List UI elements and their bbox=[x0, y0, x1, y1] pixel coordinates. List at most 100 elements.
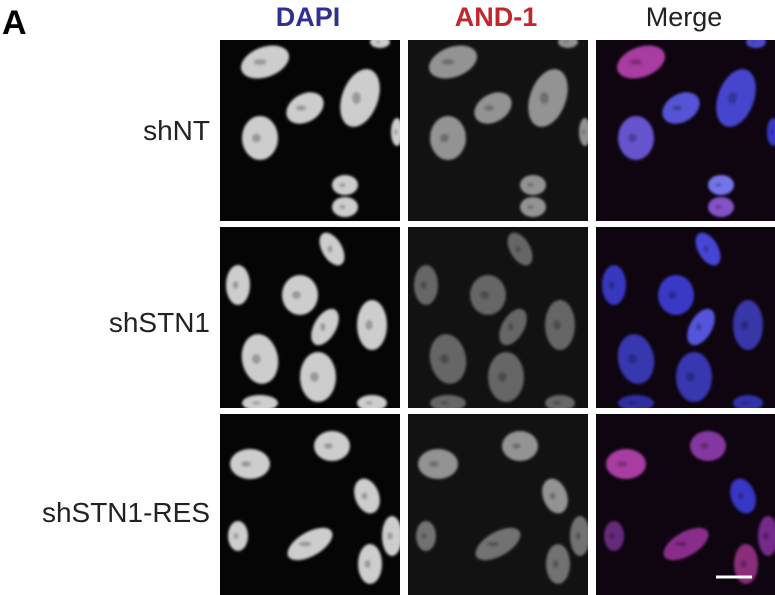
nucleolus bbox=[351, 92, 361, 104]
nucleolus bbox=[715, 183, 722, 187]
nucleolus bbox=[763, 532, 769, 540]
nucleolus bbox=[627, 401, 637, 405]
nuclei bbox=[616, 40, 775, 217]
nucleolus bbox=[439, 133, 449, 143]
nucleolus bbox=[672, 105, 682, 111]
nucleus bbox=[242, 395, 278, 408]
nucleus bbox=[746, 40, 766, 48]
nucleolus bbox=[323, 443, 333, 449]
nucleus bbox=[357, 395, 387, 408]
nucleolus bbox=[563, 40, 569, 44]
nucleolus bbox=[309, 372, 319, 382]
nucleolus bbox=[479, 291, 489, 299]
micrograph bbox=[408, 227, 588, 408]
nucleus bbox=[733, 395, 763, 408]
nucleolus bbox=[339, 205, 346, 209]
nucleus bbox=[558, 40, 578, 48]
nucleus bbox=[545, 395, 575, 408]
nuclei bbox=[228, 431, 400, 584]
nuclei bbox=[602, 232, 763, 408]
nucleolus bbox=[251, 401, 261, 405]
micrograph bbox=[408, 414, 588, 595]
micrograph bbox=[220, 414, 400, 595]
nucleolus bbox=[696, 323, 702, 331]
nucleolus bbox=[339, 183, 346, 187]
nucleolus bbox=[387, 532, 393, 540]
nucleolus bbox=[421, 533, 427, 539]
nucleolus bbox=[251, 354, 261, 364]
nucleolus bbox=[582, 129, 586, 135]
row-label: shSTN1 bbox=[109, 307, 210, 338]
nucleolus bbox=[667, 291, 677, 299]
nucleolus bbox=[553, 320, 561, 330]
nucleolus bbox=[364, 560, 371, 568]
nucleolus bbox=[740, 560, 747, 568]
micrograph bbox=[408, 40, 588, 221]
nucleolus bbox=[685, 372, 695, 382]
nucleolus bbox=[441, 59, 455, 65]
nucleolus bbox=[484, 105, 494, 111]
nucleolus bbox=[751, 40, 757, 44]
nucleolus bbox=[515, 245, 521, 253]
nucleolus bbox=[394, 129, 398, 135]
nucleolus bbox=[527, 183, 534, 187]
nucleolus bbox=[298, 541, 312, 547]
nucleolus bbox=[420, 281, 427, 289]
micrograph bbox=[596, 414, 775, 595]
nucleus bbox=[430, 395, 466, 408]
nucleolus bbox=[511, 443, 521, 449]
nucleolus bbox=[703, 245, 709, 253]
micrograph bbox=[220, 227, 400, 408]
nucleolus bbox=[727, 92, 737, 104]
column-header: Merge bbox=[646, 2, 723, 32]
nucleus bbox=[370, 40, 390, 48]
nucleolus bbox=[553, 401, 561, 405]
nucleolus bbox=[741, 320, 749, 330]
nucleolus bbox=[617, 461, 627, 467]
nucleolus bbox=[365, 320, 373, 330]
nucleolus bbox=[527, 205, 534, 209]
nucleolus bbox=[629, 59, 643, 65]
nuclei bbox=[416, 431, 588, 584]
nucleolus bbox=[296, 105, 306, 111]
column-header: AND-1 bbox=[455, 2, 538, 32]
nucleolus bbox=[549, 492, 556, 500]
nucleolus bbox=[627, 354, 637, 364]
nuclei bbox=[240, 40, 400, 217]
nucleolus bbox=[770, 129, 774, 135]
micrograph bbox=[220, 40, 400, 221]
nucleolus bbox=[241, 461, 251, 467]
nucleolus bbox=[608, 281, 615, 289]
nucleolus bbox=[699, 443, 709, 449]
nucleolus bbox=[486, 541, 500, 547]
nucleolus bbox=[327, 245, 333, 253]
image-grid bbox=[220, 40, 775, 595]
nucleolus bbox=[375, 40, 381, 44]
nucleolus bbox=[233, 533, 239, 539]
row-label: shSTN1-RES bbox=[42, 497, 210, 528]
nuclei bbox=[604, 431, 775, 584]
nucleolus bbox=[497, 372, 507, 382]
nucleolus bbox=[552, 560, 559, 568]
nucleolus bbox=[741, 401, 749, 405]
nucleolus bbox=[508, 323, 514, 331]
nucleolus bbox=[439, 354, 449, 364]
nucleolus bbox=[320, 323, 326, 331]
nucleolus bbox=[737, 492, 744, 500]
nucleolus bbox=[575, 532, 581, 540]
nucleolus bbox=[291, 291, 301, 299]
nucleolus bbox=[365, 401, 373, 405]
nuclei bbox=[428, 40, 588, 217]
row-label: shNT bbox=[143, 115, 210, 146]
nucleolus bbox=[674, 541, 688, 547]
nucleolus bbox=[232, 281, 239, 289]
nuclei bbox=[226, 232, 387, 408]
nucleolus bbox=[439, 401, 449, 405]
nucleolus bbox=[539, 92, 549, 104]
nucleolus bbox=[361, 492, 368, 500]
nucleolus bbox=[609, 533, 615, 539]
column-header: DAPI bbox=[276, 2, 341, 32]
micrograph bbox=[596, 227, 775, 408]
nucleolus bbox=[429, 461, 439, 467]
nucleolus bbox=[627, 133, 637, 143]
